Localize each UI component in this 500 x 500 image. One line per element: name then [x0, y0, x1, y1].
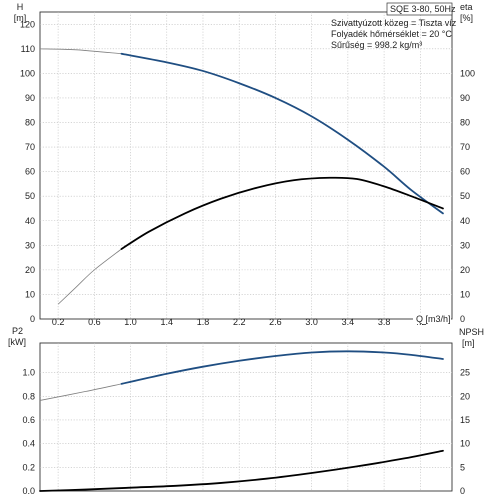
series-eta-line: [120, 176, 444, 250]
info-line-temperature: Folyadék hőmérséklet = 20 °C: [331, 29, 452, 39]
q-tick-label: 0.6: [88, 317, 101, 327]
chart-title-box: [386, 2, 453, 16]
p2-axis-unit: [kW]: [8, 337, 26, 347]
left-tick-label: 1.0: [22, 368, 35, 378]
left-tick-label: 0.2: [22, 462, 35, 472]
q-tick-label: 1.4: [161, 317, 174, 327]
series-p2-extrapolated: [39, 383, 122, 401]
q-tick-label: 2.6: [269, 317, 282, 327]
info-line-density: Sűrűség = 998.2 kg/m³: [331, 40, 422, 50]
h-axis-unit: [m]: [14, 13, 27, 23]
q-axis-label-bg: [413, 314, 451, 324]
right-tick-label: 20: [460, 391, 470, 401]
lower-grid: [40, 343, 452, 491]
left-tick-label: 90: [25, 93, 35, 103]
power-npsh-chart: P2 [kW] NPSH [m] 0.0 0.2 0.4 0.6 0.8 1.0 0 5 10…: [8, 326, 484, 496]
left-tick-label: 80: [25, 118, 35, 128]
q-tick-label: 0.2: [52, 317, 65, 327]
lower-plot-frame: [39, 342, 453, 492]
series-p2-line: [120, 350, 444, 385]
q-axis-ticks: 0.20.61.01.41.82.22.63.03.43.84.2: [52, 317, 427, 327]
info-line-medium: Szivattyúzott közeg = Tiszta víz: [331, 18, 457, 28]
h-axis-title: H: [17, 2, 24, 12]
upper-plot-frame: [39, 11, 453, 320]
q-tick-label: 2.2: [233, 317, 246, 327]
right-tick-label: 70: [460, 142, 470, 152]
right-tick-label: 90: [460, 93, 470, 103]
right-tick-label: 40: [460, 216, 470, 226]
series-eta-extrapolated: [57, 248, 122, 305]
q-tick-label: 3.4: [342, 317, 355, 327]
right-tick-label: 100: [460, 68, 475, 78]
p2-axis-title: P2: [12, 326, 23, 336]
left-tick-label: 0.8: [22, 391, 35, 401]
q-tick-label: 1.0: [124, 317, 137, 327]
q-axis-label: Q [m3/h]: [416, 314, 451, 324]
left-tick-label: 0.6: [22, 415, 35, 425]
head-efficiency-chart: H [m] eta [%] 01020304050607080901001101…: [14, 2, 475, 327]
left-tick-label: 100: [20, 68, 35, 78]
npsh-axis-unit: [m]: [462, 338, 475, 348]
h-axis-ticks: 0 10 20 30 40 50 60 70 80 90 100 110 120: [20, 19, 35, 324]
q-tick-label: 3.0: [305, 317, 318, 327]
right-tick-label: 20: [460, 265, 470, 275]
right-tick-label: 25: [460, 368, 470, 378]
eta-axis-ticks: 0 10 20 30 40 50 60 70 80 90 100: [460, 68, 475, 324]
chart-title: SQE 3-80, 50Hz: [390, 4, 456, 14]
upper-series: [39, 48, 444, 305]
right-tick-label: 0: [460, 314, 465, 324]
q-tick-label: 3.8: [378, 317, 391, 327]
right-tick-label: 5: [460, 462, 465, 472]
left-tick-label: 0.0: [22, 486, 35, 496]
right-tick-label: 10: [460, 289, 470, 299]
left-tick-label: 40: [25, 216, 35, 226]
right-tick-label: 10: [460, 439, 470, 449]
left-tick-label: 50: [25, 191, 35, 201]
left-tick-label: 110: [21, 44, 35, 54]
npsh-axis-title: NPSH: [459, 327, 484, 337]
left-tick-label: 0.4: [22, 439, 35, 449]
right-tick-label: 50: [460, 191, 470, 201]
left-tick-label: 60: [25, 167, 35, 177]
left-tick-label: 120: [20, 19, 35, 29]
left-tick-label: 20: [25, 265, 35, 275]
left-tick-label: 10: [25, 289, 35, 299]
npsh-axis-ticks: 0 5 10 15 20 25: [460, 368, 470, 496]
right-tick-label: 60: [460, 167, 470, 177]
right-tick-label: 80: [460, 118, 470, 128]
right-tick-label: 0: [460, 486, 465, 496]
left-tick-label: 70: [25, 142, 35, 152]
left-tick-label: 30: [25, 240, 35, 250]
p2-axis-ticks: 0.0 0.2 0.4 0.6 0.8 1.0: [22, 368, 35, 496]
series-h-extrapolated: [39, 48, 122, 55]
q-tick-label: 1.8: [197, 317, 210, 327]
series-npsh-line: [39, 449, 444, 492]
eta-axis-title: eta: [460, 2, 473, 12]
eta-axis-unit: [%]: [460, 13, 473, 23]
series-h-line: [120, 52, 444, 215]
right-tick-label: 30: [460, 240, 470, 250]
right-tick-label: 15: [460, 415, 470, 425]
left-tick-label: 0: [30, 314, 35, 324]
upper-grid: [40, 12, 452, 319]
lower-series: [39, 350, 444, 492]
